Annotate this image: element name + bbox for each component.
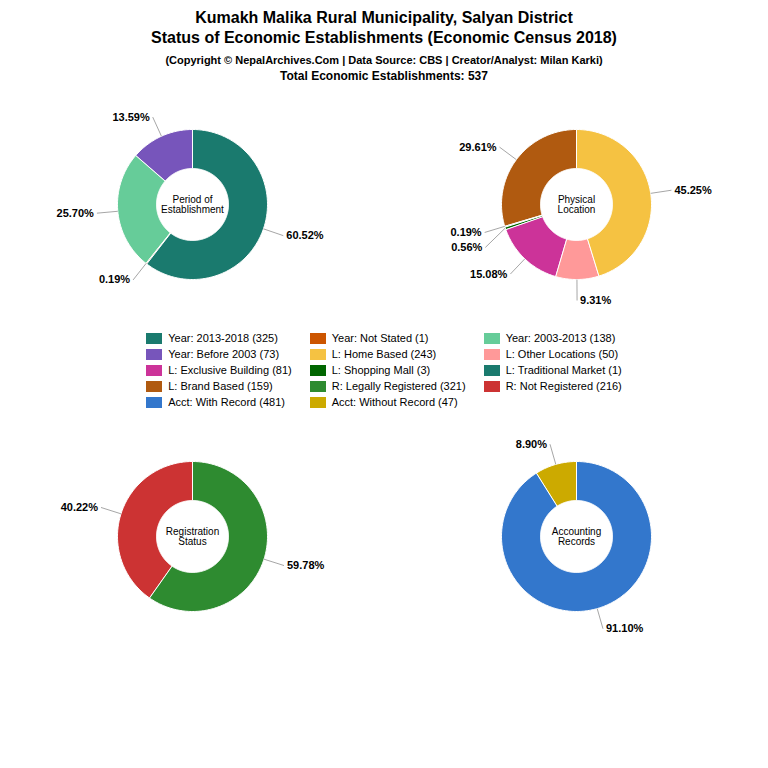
html-text:Acct: With Record (481): Acct: With Record (481) <box>168 396 285 408</box>
html-text:R: Legally Registered (321): R: Legally Registered (321) <box>331 380 466 392</box>
html-text:Year: Not Stated (1): Year: Not Stated (1) <box>331 332 429 344</box>
svg-text:0.19%: 0.19% <box>99 273 130 285</box>
svg-text:8.90%: 8.90% <box>516 438 547 450</box>
svg-text:RegistrationStatus: RegistrationStatus <box>166 526 219 547</box>
html-text:Year: 2013-2018 (325): Year: 2013-2018 (325) <box>168 332 278 344</box>
svg-text:45.25%: 45.25% <box>674 184 712 196</box>
html-text:(Copyright © NepalArchives.Com: (Copyright © NepalArchives.Com | Data So… <box>165 54 603 66</box>
svg-text:40.22%: 40.22% <box>61 501 99 513</box>
svg-text:9.31%: 9.31% <box>580 294 611 306</box>
svg-text:Period ofEstablishment: Period ofEstablishment <box>161 194 224 215</box>
svg-text:0.19%: 0.19% <box>450 226 481 238</box>
svg-text:15.08%: 15.08% <box>470 268 508 280</box>
html-text:Status of Economic Establishme: Status of Economic Establishments (Econo… <box>151 29 617 46</box>
svg-text:59.78%: 59.78% <box>287 559 325 571</box>
html-text:L: Exclusive Building (81): L: Exclusive Building (81) <box>168 364 292 376</box>
svg-text:60.52%: 60.52% <box>286 229 324 241</box>
html-text:Kumakh Malika Rural Municipali: Kumakh Malika Rural Municipality, Salyan… <box>195 9 573 26</box>
svg-text:13.59%: 13.59% <box>112 111 150 123</box>
html-text:Year: 2003-2013 (138): Year: 2003-2013 (138) <box>505 332 616 344</box>
html-text:L: Home Based (243): L: Home Based (243) <box>331 348 437 360</box>
html-text:R: Not Registered (216): R: Not Registered (216) <box>505 380 622 392</box>
svg-text:29.61%: 29.61% <box>459 141 497 153</box>
svg-text:PhysicalLocation: PhysicalLocation <box>558 194 596 215</box>
svg-text:25.70%: 25.70% <box>57 207 95 219</box>
html-text:L: Other Locations (50): L: Other Locations (50) <box>505 348 619 360</box>
svg-text:AccountingRecords: AccountingRecords <box>552 526 601 547</box>
html-text:Year: Before 2003 (73): Year: Before 2003 (73) <box>168 348 280 360</box>
html-text:Total Economic Establishments:: Total Economic Establishments: 537 <box>280 69 488 83</box>
svg-text:0.56%: 0.56% <box>451 241 482 253</box>
svg-text:91.10%: 91.10% <box>606 622 644 634</box>
html-text:L: Shopping Mall (3): L: Shopping Mall (3) <box>331 364 431 376</box>
html-text:Acct: Without Record (47): Acct: Without Record (47) <box>331 396 458 408</box>
html-text:L: Traditional Market (1): L: Traditional Market (1) <box>505 364 622 376</box>
html-text:L: Brand Based (159): L: Brand Based (159) <box>168 380 273 392</box>
